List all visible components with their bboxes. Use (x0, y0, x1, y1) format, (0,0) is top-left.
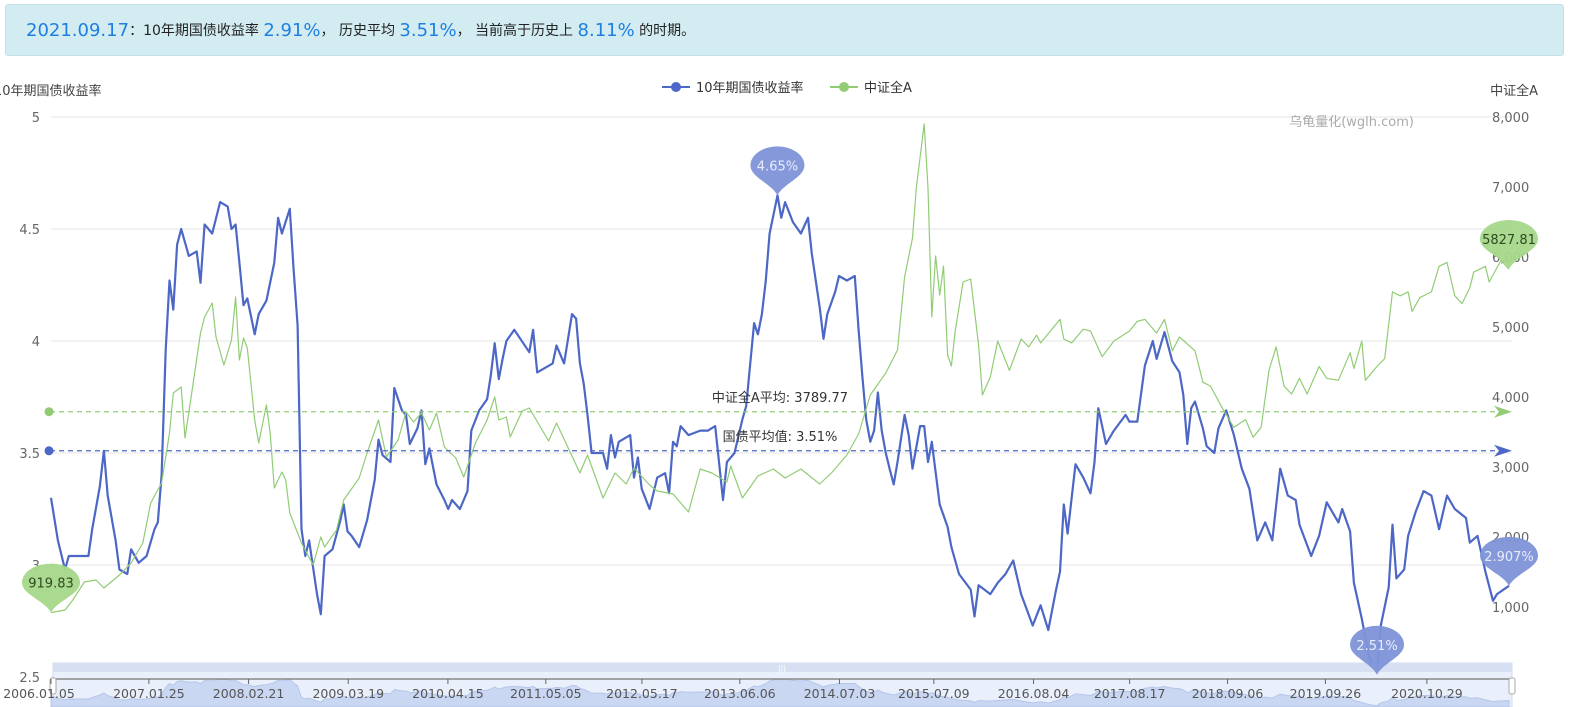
index-mark-pin: 919.83 (22, 563, 80, 613)
left-tick-label: 2.5 (19, 671, 40, 686)
series-layer (49, 123, 1510, 676)
data-zoom-slider[interactable]: ||| (49, 662, 1516, 707)
markline-start-dot (44, 446, 54, 456)
pin-label: 4.65% (757, 159, 798, 174)
summary-banner: 2021.09.17： 10年期国债收益率 2.91%， 历史平均 3.51%， … (5, 4, 1564, 56)
legend-marker-index (839, 82, 849, 92)
x-tick-label: 2011.05.05 (510, 686, 582, 701)
x-tick-label: 2014.07.03 (804, 686, 876, 701)
percentile: 8.11% (577, 19, 635, 41)
left-tick-label: 4 (32, 335, 40, 350)
pin-label: 919.83 (28, 577, 74, 592)
summary-text-2: ， 历史平均 (320, 23, 400, 39)
x-tick-label: 2008.02.21 (213, 686, 285, 701)
bond-mark-pin: 2.51% (1350, 625, 1405, 675)
x-tick-label: 2009.03.19 (312, 686, 384, 701)
summary-text-1: 10年期国债收益率 (143, 23, 264, 39)
index-mark-pin: 5827.81 (1480, 220, 1538, 270)
bond-mark-pin: 4.65% (750, 146, 805, 196)
left-tick-label: 4.5 (19, 223, 40, 238)
pin-icon (1480, 220, 1538, 270)
pin-icon (750, 146, 805, 196)
grid (51, 116, 1512, 678)
right-tick-label: 7,000 (1492, 181, 1529, 196)
right-tick-label: 1,000 (1492, 601, 1529, 616)
bond-mark-pin: 2.907% (1480, 536, 1538, 586)
left-tick-label: 5 (32, 111, 40, 126)
grip-icon[interactable]: ||| (778, 664, 786, 673)
right-axis-ticks: 8,0007,0006,0005,0004,0003,0002,0001,000… (1492, 111, 1529, 686)
x-tick-label: 2007.01.25 (113, 686, 185, 701)
x-tick-label: 2017.08.17 (1094, 686, 1166, 701)
legend: 10年期国债收益率 中证全A (662, 80, 912, 96)
right-tick-label: 3,000 (1492, 461, 1529, 476)
average-yield: 3.51% (399, 19, 457, 41)
right-tick-label: 8,000 (1492, 111, 1529, 126)
x-tick-label: 2019.09.26 (1290, 686, 1362, 701)
current-yield: 2.91% (263, 19, 321, 41)
legend-label-index: 中证全A (864, 80, 912, 96)
pin-icon (1480, 536, 1538, 586)
mark-points: 4.65% 2.51% 2.907% 919.83 5827.81 (22, 146, 1538, 675)
left-axis-ticks: 54.543.532.5 (19, 111, 40, 686)
x-tick-label: 2018.09.06 (1192, 686, 1264, 701)
index-line (50, 123, 1510, 614)
arrow-icon (1494, 405, 1512, 418)
bond-yield-line (49, 194, 1510, 676)
markline-start-dot (44, 407, 54, 417)
summary-text-3: ， 当前高于历史上 (456, 23, 578, 39)
legend-label-bond: 10年期国债收益率 (696, 80, 804, 96)
legend-item-index[interactable]: 中证全A (830, 80, 912, 96)
index-average-label: 中证全A平均: 3789.77 (712, 390, 848, 406)
x-tick-label: 2013.06.06 (704, 686, 776, 701)
pin-label: 5827.81 (1482, 233, 1536, 248)
x-tick-label: 2020.10.29 (1391, 686, 1463, 701)
watermark: 乌龟量化(wglh.com) (1289, 114, 1414, 130)
slider-move-bar[interactable] (53, 663, 1512, 672)
x-tick-label: 2015.07.09 (898, 686, 970, 701)
x-tick-label: 2010.04.15 (412, 686, 484, 701)
pin-label: 2.907% (1484, 550, 1534, 565)
mark-lines: 中证全A平均: 3789.77 国债平均值: 3.51% (44, 390, 1512, 457)
pin-icon (22, 563, 80, 613)
slider-handle-right[interactable] (1508, 677, 1516, 695)
left-tick-label: 3.5 (19, 447, 40, 462)
x-tick-label: 2016.08.04 (998, 686, 1070, 701)
x-axis-ticks: 2006.01.05 2007.01.25 2008.02.21 2009.03.19… (3, 679, 1463, 701)
legend-marker-bond (671, 82, 681, 92)
bond-average-label: 国债平均值: 3.51% (723, 429, 838, 445)
summary-sep: ： (129, 23, 144, 39)
x-tick-label: 2006.01.05 (3, 686, 75, 701)
x-tick-label: 2012.05.17 (606, 686, 678, 701)
right-tick-label: 4,000 (1492, 391, 1529, 406)
summary-date: 2021.09.17 (26, 19, 130, 41)
legend-item-bond[interactable]: 10年期国债收益率 (662, 80, 804, 96)
arrow-icon (1494, 444, 1512, 457)
pin-icon (1350, 625, 1405, 675)
right-axis-title: 中证全A (1490, 83, 1538, 99)
right-tick-label: 5,000 (1492, 321, 1529, 336)
slider-preview-area (50, 678, 1510, 707)
left-axis-title: 10年期国债收益率 (0, 83, 102, 99)
pin-label: 2.51% (1356, 639, 1397, 654)
summary-text-4: 的时期。 (634, 23, 696, 39)
